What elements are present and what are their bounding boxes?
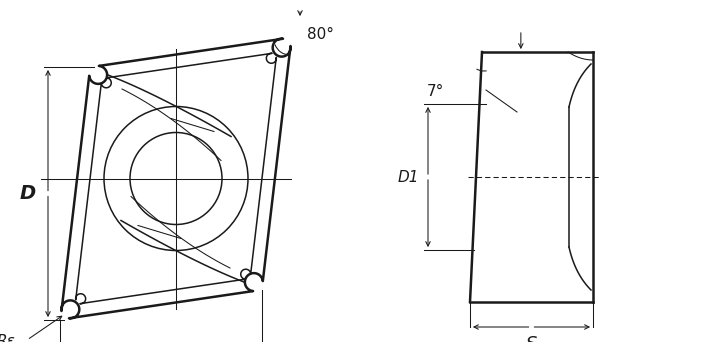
Text: S: S: [526, 335, 537, 342]
Text: 7°: 7°: [426, 84, 444, 100]
Text: D: D: [20, 184, 36, 203]
Text: D1: D1: [397, 170, 419, 184]
Text: 80°: 80°: [307, 27, 334, 42]
Text: Rε: Rε: [0, 334, 15, 342]
